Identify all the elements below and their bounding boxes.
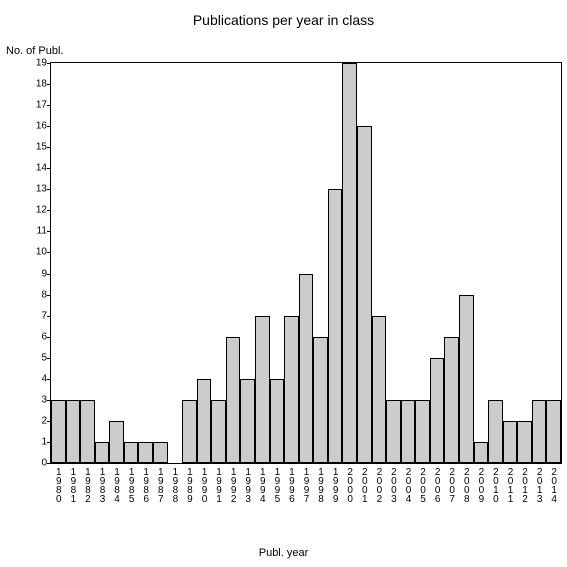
x-tick-label: 1994 [257, 463, 267, 503]
bar [182, 400, 197, 463]
bar [474, 442, 489, 463]
bar [342, 63, 357, 463]
y-tick-mark [47, 168, 51, 169]
x-tick-label: 1990 [199, 463, 209, 503]
x-tick-label: 2003 [388, 463, 398, 503]
x-tick-label: 1981 [68, 463, 78, 503]
x-tick-label: 2001 [359, 463, 369, 503]
x-tick-label: 1989 [184, 463, 194, 503]
x-tick-label: 1998 [316, 463, 326, 503]
x-tick-label: 2002 [374, 463, 384, 503]
x-tick-label: 1986 [141, 463, 151, 503]
x-tick-label: 2012 [520, 463, 530, 503]
bar [109, 421, 124, 463]
bar [488, 400, 503, 463]
bar [124, 442, 139, 463]
bar [211, 400, 226, 463]
x-tick-label: 2000 [345, 463, 355, 503]
bar [313, 337, 328, 463]
bar [284, 316, 299, 463]
y-tick-mark [47, 231, 51, 232]
bar [415, 400, 430, 463]
bar [517, 421, 532, 463]
bar [197, 379, 212, 463]
bar [357, 126, 372, 463]
y-tick-mark [47, 379, 51, 380]
bar [66, 400, 81, 463]
x-tick-label: 1996 [286, 463, 296, 503]
x-tick-label: 2006 [432, 463, 442, 503]
x-tick-label: 1993 [243, 463, 253, 503]
y-tick-mark [47, 358, 51, 359]
y-tick-mark [47, 274, 51, 275]
x-tick-label: 1988 [170, 463, 180, 503]
bar [430, 358, 445, 463]
x-tick-label: 1982 [82, 463, 92, 503]
y-tick-mark [47, 210, 51, 211]
bar [153, 442, 168, 463]
x-axis-label: Publ. year [0, 547, 567, 559]
chart-title: Publications per year in class [0, 12, 567, 28]
x-tick-label: 2011 [505, 463, 515, 503]
x-tick-label: 2009 [476, 463, 486, 503]
bar [444, 337, 459, 463]
chart-container: Publications per year in class No. of Pu… [0, 0, 567, 567]
bar [240, 379, 255, 463]
x-tick-label: 1984 [112, 463, 122, 503]
bar [51, 400, 66, 463]
x-tick-label: 1987 [155, 463, 165, 503]
x-tick-label: 1997 [301, 463, 311, 503]
y-tick-mark [47, 147, 51, 148]
x-tick-label: 1992 [228, 463, 238, 503]
x-tick-label: 1999 [330, 463, 340, 503]
bar [401, 400, 416, 463]
bar [138, 442, 153, 463]
bar [270, 379, 285, 463]
y-tick-mark [47, 337, 51, 338]
x-tick-label: 1995 [272, 463, 282, 503]
x-tick-label: 2005 [418, 463, 428, 503]
bar [503, 421, 518, 463]
bar [546, 400, 561, 463]
y-tick-mark [47, 126, 51, 127]
y-tick-mark [47, 316, 51, 317]
x-tick-label: 2008 [461, 463, 471, 503]
x-tick-label: 2010 [490, 463, 500, 503]
y-tick-mark [47, 105, 51, 106]
y-tick-mark [47, 463, 51, 464]
bar [459, 295, 474, 463]
bar [80, 400, 95, 463]
y-axis-label: No. of Publ. [6, 45, 63, 57]
x-tick-label: 1980 [53, 463, 63, 503]
y-tick-mark [47, 84, 51, 85]
bar [386, 400, 401, 463]
x-tick-label: 1991 [214, 463, 224, 503]
x-tick-label: 2004 [403, 463, 413, 503]
bar [328, 189, 343, 463]
bar [299, 274, 314, 463]
x-tick-label: 2007 [447, 463, 457, 503]
bar [532, 400, 547, 463]
bar [255, 316, 270, 463]
bar [226, 337, 241, 463]
y-tick-mark [47, 295, 51, 296]
x-tick-label: 1983 [97, 463, 107, 503]
y-tick-mark [47, 252, 51, 253]
bar [372, 316, 387, 463]
y-tick-mark [47, 189, 51, 190]
x-tick-label: 2013 [534, 463, 544, 503]
x-tick-label: 2014 [549, 463, 559, 503]
x-tick-label: 1985 [126, 463, 136, 503]
plot-area: 0123456789101112131415161718191980198119… [50, 62, 562, 464]
bar [95, 442, 110, 463]
y-tick-mark [47, 63, 51, 64]
